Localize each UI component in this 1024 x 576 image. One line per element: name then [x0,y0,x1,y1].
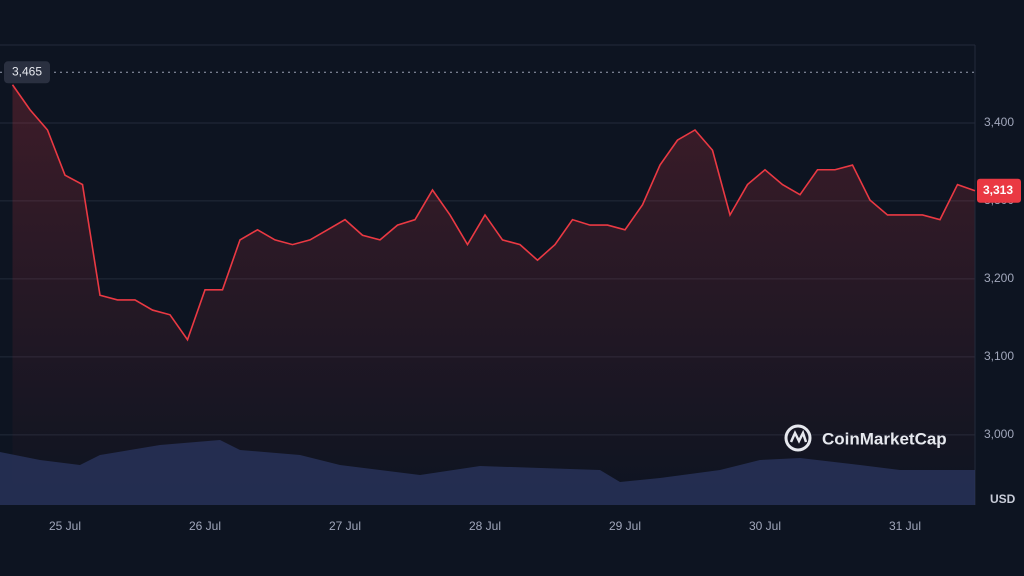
current-badge [977,178,1021,203]
y-tick-label: 3,000 [984,427,1014,441]
x-tick-label: 30 Jul [749,519,781,533]
y-tick-label: 3,400 [984,115,1014,129]
currency-label: USD [990,492,1016,506]
volume-area [0,440,975,505]
x-tick-label: 26 Jul [189,519,221,533]
x-tick-label: 27 Jul [329,519,361,533]
x-tick-label: 25 Jul [49,519,81,533]
x-tick-label: 28 Jul [469,519,501,533]
high-label: 3,465 [12,64,42,78]
price-line [11,84,976,342]
x-tick-label: 29 Jul [609,519,641,533]
area-fill [12,84,975,506]
y-tick-label: 3,200 [984,271,1014,285]
current-label: 3,313 [983,183,1013,197]
x-tick-label: 31 Jul [889,519,921,533]
y-tick-label: 3,100 [984,349,1014,363]
watermark: CoinMarketCap [822,429,947,448]
watermark-logo [784,424,812,452]
high-badge [4,61,50,84]
